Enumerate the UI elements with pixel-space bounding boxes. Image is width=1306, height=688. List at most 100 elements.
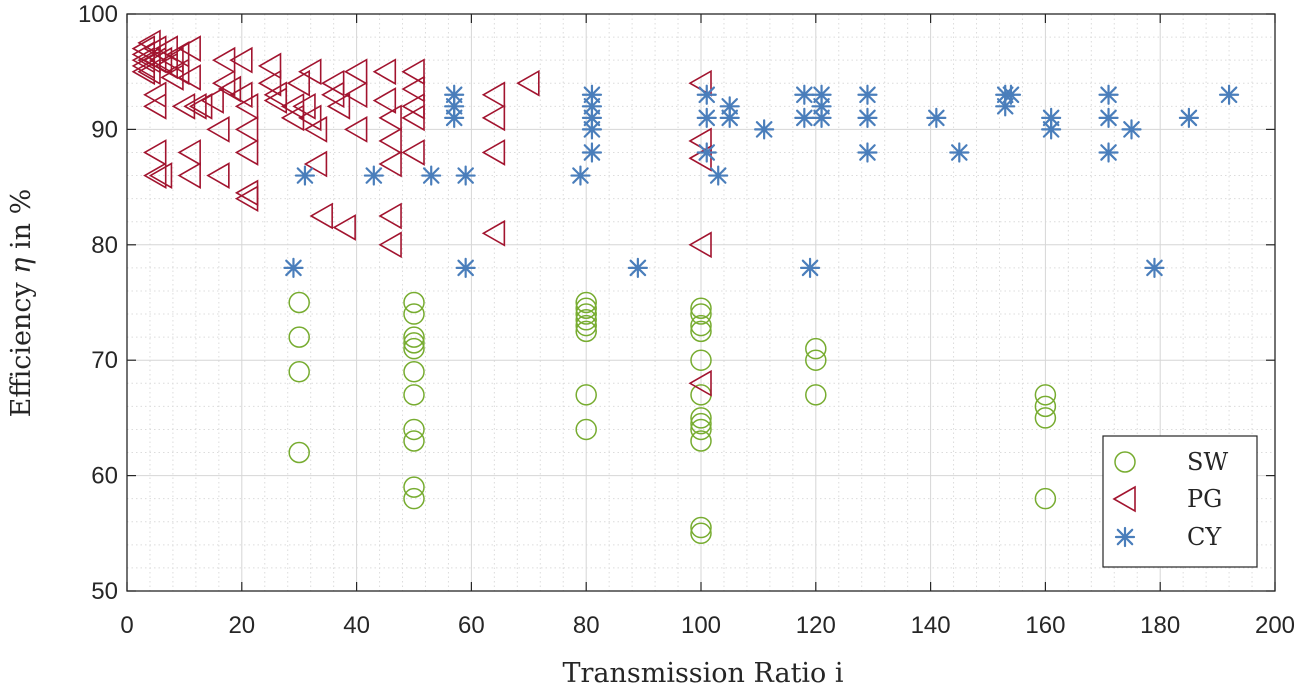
point-sw bbox=[403, 418, 425, 441]
point-sw bbox=[403, 326, 425, 348]
point-sw bbox=[575, 291, 597, 314]
point-pg bbox=[206, 162, 230, 189]
point-pg bbox=[343, 116, 368, 143]
point-sw bbox=[690, 412, 712, 435]
point-pg bbox=[143, 162, 167, 189]
legend-marker-pg bbox=[1112, 485, 1136, 513]
point-cy bbox=[696, 107, 717, 128]
x-tick-label: 20 bbox=[228, 612, 255, 639]
point-cy bbox=[857, 107, 878, 128]
legend-label-cy: CY bbox=[1187, 523, 1222, 551]
point-sw bbox=[575, 297, 597, 320]
point-sw bbox=[690, 522, 712, 545]
point-pg bbox=[234, 116, 259, 143]
point-pg bbox=[131, 58, 156, 86]
point-sw bbox=[403, 476, 425, 498]
series-cy bbox=[283, 84, 1240, 278]
point-sw bbox=[805, 384, 827, 406]
point-cy bbox=[421, 165, 442, 186]
point-pg bbox=[688, 369, 712, 397]
point-sw bbox=[690, 516, 712, 539]
legend-markers bbox=[1112, 451, 1136, 548]
point-pg bbox=[280, 104, 305, 132]
point-cy bbox=[455, 165, 476, 186]
point-sw bbox=[690, 407, 712, 429]
point-sw bbox=[1034, 487, 1057, 510]
point-pg bbox=[378, 127, 402, 155]
point-pg bbox=[303, 150, 328, 178]
point-cy bbox=[1178, 107, 1200, 128]
point-pg bbox=[292, 92, 316, 120]
point-pg bbox=[332, 214, 356, 241]
point-sw bbox=[403, 384, 425, 406]
point-sw bbox=[403, 332, 425, 354]
legend-marker-cy bbox=[1114, 526, 1136, 548]
point-sw bbox=[403, 337, 425, 360]
point-pg bbox=[401, 58, 425, 86]
point-sw bbox=[288, 441, 310, 464]
point-cy bbox=[949, 142, 970, 163]
point-sw bbox=[575, 384, 597, 406]
point-pg bbox=[143, 81, 167, 109]
x-tick-label: 100 bbox=[681, 612, 721, 639]
point-sw bbox=[403, 430, 425, 452]
x-tick-label: 40 bbox=[343, 612, 370, 639]
point-cy bbox=[1144, 257, 1165, 278]
y-tick-marks bbox=[127, 13, 1275, 592]
point-sw bbox=[575, 303, 597, 325]
point-sw bbox=[690, 430, 712, 452]
point-pg bbox=[378, 150, 402, 178]
point-cy bbox=[926, 107, 947, 128]
point-cy bbox=[627, 257, 648, 278]
point-cy bbox=[811, 84, 832, 105]
x-axis-title: Transmission Ratio i bbox=[562, 658, 843, 688]
point-sw bbox=[575, 314, 597, 337]
point-pg bbox=[378, 202, 402, 230]
point-pg bbox=[257, 52, 282, 80]
x-tick-label: 60 bbox=[458, 612, 485, 639]
point-pg bbox=[326, 92, 351, 120]
y-axis-title-symbol: η bbox=[6, 258, 37, 274]
point-cy bbox=[799, 257, 821, 278]
point-cy bbox=[570, 165, 591, 186]
point-pg bbox=[481, 139, 506, 166]
point-pg bbox=[177, 64, 201, 91]
point-sw bbox=[403, 487, 425, 510]
point-pg bbox=[263, 87, 288, 114]
point-pg bbox=[298, 58, 322, 86]
point-pg bbox=[143, 139, 167, 166]
minor-grid bbox=[127, 14, 1275, 591]
point-pg bbox=[177, 162, 201, 189]
point-cy bbox=[708, 165, 729, 186]
y-tick-label: 80 bbox=[91, 232, 118, 259]
point-cy bbox=[1121, 119, 1142, 140]
point-pg bbox=[234, 185, 259, 213]
point-pg bbox=[401, 139, 425, 166]
point-cy bbox=[581, 142, 603, 163]
point-cy bbox=[719, 107, 740, 128]
point-pg bbox=[229, 81, 253, 109]
point-pg bbox=[309, 202, 333, 230]
x-tick-label: 180 bbox=[1140, 612, 1180, 639]
point-pg bbox=[481, 81, 506, 109]
point-cy bbox=[581, 119, 603, 140]
point-cy bbox=[455, 257, 476, 278]
point-cy bbox=[294, 165, 316, 186]
point-sw bbox=[403, 360, 425, 383]
point-pg bbox=[234, 139, 259, 166]
y-axis-title: Efficiency η in % bbox=[6, 189, 37, 418]
point-cy bbox=[696, 142, 717, 163]
point-sw bbox=[403, 303, 425, 325]
point-cy bbox=[811, 96, 832, 117]
legend-marker-sw bbox=[1114, 451, 1136, 473]
point-pg bbox=[148, 46, 173, 74]
point-cy bbox=[283, 257, 304, 278]
point-pg bbox=[481, 104, 506, 132]
series-sw bbox=[288, 291, 1057, 545]
point-pg bbox=[160, 64, 184, 91]
point-pg bbox=[211, 46, 236, 74]
point-cy bbox=[1098, 142, 1119, 163]
point-pg bbox=[378, 104, 402, 132]
legend: SW PG CY bbox=[1102, 435, 1258, 568]
